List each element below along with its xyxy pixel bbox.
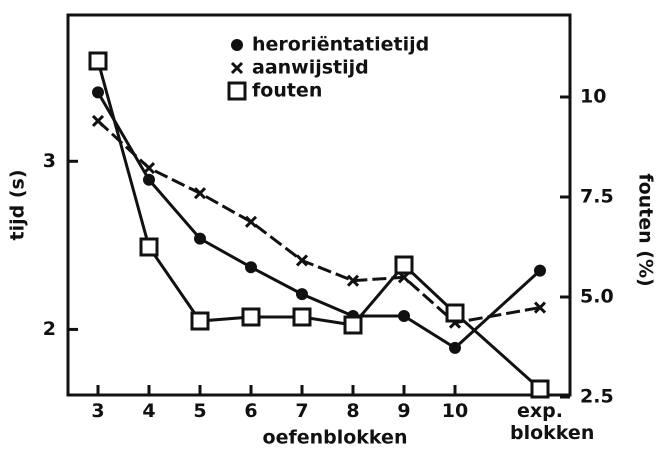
x-tick-label: 5 — [193, 400, 207, 422]
series-line — [96, 91, 542, 350]
legend-marker — [227, 81, 247, 101]
point — [533, 301, 547, 314]
point — [296, 288, 308, 301]
point — [394, 255, 414, 275]
legend-marker — [231, 39, 243, 51]
point — [143, 173, 155, 186]
point — [346, 274, 360, 287]
series-line — [96, 119, 541, 325]
y2-tick-label: 10 — [580, 86, 606, 108]
x-tick-label: 8 — [346, 400, 360, 422]
legend-label: aanwijstijd — [252, 57, 369, 79]
x-tick-label: 10 — [441, 400, 469, 422]
point — [534, 264, 546, 277]
point — [449, 341, 461, 354]
point — [398, 309, 410, 322]
x-tick-label: exp. blokken — [510, 400, 595, 444]
point — [92, 86, 104, 99]
point — [530, 379, 550, 399]
point — [194, 232, 206, 245]
y2-tick-label: 2.5 — [580, 386, 614, 408]
point — [193, 187, 207, 200]
x-tick-label: 7 — [295, 400, 309, 422]
y2-axis-label: fouten (%) — [635, 173, 657, 286]
point — [91, 114, 105, 127]
point — [241, 307, 261, 327]
legend-marker — [230, 61, 244, 75]
point — [292, 307, 312, 327]
point — [244, 215, 258, 228]
point — [445, 303, 465, 323]
y-axis-label: tijd (s) — [7, 170, 29, 241]
x-tick-label: 6 — [244, 400, 258, 422]
x-axis-label: oefenblokken — [263, 427, 408, 449]
series-line — [96, 60, 541, 391]
x-tick-label: 4 — [142, 400, 156, 422]
point — [295, 254, 309, 267]
y2-tick-label: 7.5 — [580, 186, 614, 208]
point — [139, 237, 159, 257]
y-tick-label: 2 — [43, 318, 56, 340]
point — [190, 311, 210, 331]
point — [245, 261, 257, 274]
point — [343, 315, 363, 335]
legend-label: fouten — [252, 80, 322, 102]
plot-frame — [66, 13, 572, 397]
y-tick-label: 3 — [43, 150, 56, 172]
x-tick-label: 9 — [397, 400, 411, 422]
legend-label: heroriëntatietijd — [252, 34, 429, 56]
y2-tick-label: 5.0 — [580, 286, 614, 308]
x-tick-label: 3 — [91, 400, 105, 422]
point — [88, 51, 108, 71]
point — [142, 161, 156, 175]
